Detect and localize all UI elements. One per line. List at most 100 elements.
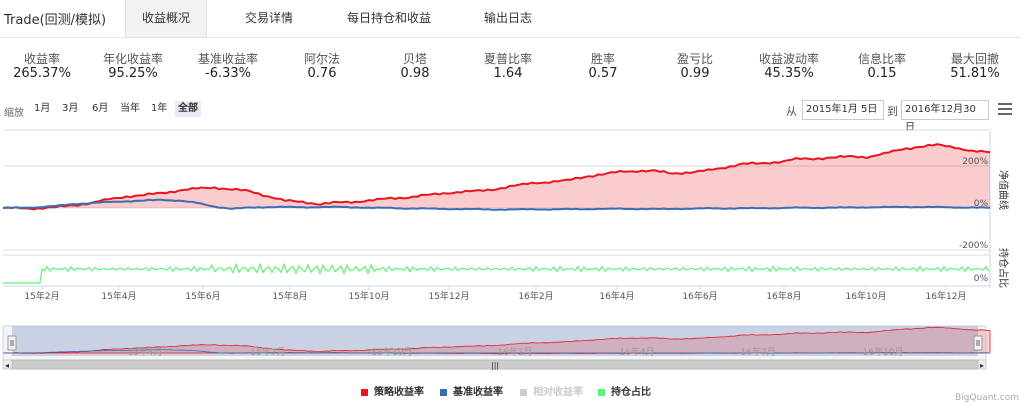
- stat-volatility: 收益波动率 45.35%: [744, 52, 834, 82]
- x-tick-label: 16年4月: [599, 290, 634, 302]
- stat-label: 年化收益率: [102, 52, 163, 66]
- y-tick-label: 200%: [962, 157, 988, 167]
- navigator-tick-label: 16年10月: [863, 346, 904, 358]
- stat-value: 0.98: [400, 66, 430, 81]
- stat-profit-loss-ratio: 盈亏比 0.99: [650, 52, 740, 82]
- navigator[interactable]: 15年4月 15年7月 15年10月 16年1月 16年4月 16年7月 16年10月 ◂ ▸ |…: [2, 325, 991, 370]
- legend-label: 相对收益率: [533, 387, 583, 398]
- legend-swatch: [440, 388, 447, 396]
- stat-value: -6.33%: [205, 66, 251, 81]
- stat-label: 收益波动率: [758, 52, 819, 66]
- navigator-tick-label: 15年7月: [250, 346, 285, 358]
- stat-benchmark-return: 基准收益率 -6.33%: [183, 52, 273, 82]
- legend-relative[interactable]: 相对收益率: [520, 383, 583, 398]
- legend-label: 策略收益率: [374, 387, 424, 398]
- stat-label: 胜率: [590, 52, 615, 66]
- scrollbar-thumb: [11, 359, 979, 370]
- x-axis-ticks: 15年2月 15年4月 15年6月 15年8月 15年10月 15年12月 16年2月 16年…: [24, 286, 966, 302]
- scroll-right-arrow-icon: ▸: [980, 361, 984, 370]
- navigator-selection: [12, 326, 978, 356]
- watermark: BigQuant.com: [955, 393, 1020, 403]
- y-axis-title: 净值曲线: [997, 170, 1010, 210]
- stat-return: 收益率 265.37%: [0, 52, 87, 82]
- position-line: [3, 262, 990, 284]
- stat-win-rate: 胜率 0.57: [558, 52, 648, 82]
- x-tick-label: 16年12月: [926, 290, 967, 302]
- y-axis-ticks: 200% 0% -200% 0%: [959, 157, 988, 284]
- x-tick-label: 15年4月: [101, 290, 136, 302]
- navigator-frame: [2, 325, 987, 361]
- stat-annual-return: 年化收益率 95.25%: [88, 52, 178, 82]
- from-date-input[interactable]: 2015年1月 5日: [802, 100, 884, 120]
- legend-swatch: [598, 388, 605, 396]
- x-tick-label: 15年6月: [185, 290, 220, 302]
- zoom-1m-button[interactable]: 1月: [34, 103, 51, 114]
- legend-label: 持仓占比: [611, 387, 651, 398]
- navigator-tick-label: 16年4月: [619, 346, 654, 358]
- strategy-area: [3, 144, 990, 210]
- stat-value: 0.57: [588, 66, 618, 81]
- navigator-tick-label: 15年10月: [372, 346, 413, 358]
- stat-alpha: 阿尔法 0.76: [277, 52, 367, 82]
- stat-label: 最大回撤: [950, 52, 999, 66]
- benchmark-line: [2, 198, 991, 211]
- tab-output-log[interactable]: 输出日志: [483, 11, 532, 25]
- x-tick-label: 16年6月: [682, 290, 717, 302]
- zoom-all-button[interactable]: 全部: [175, 101, 201, 117]
- legend-position[interactable]: 持仓占比: [598, 383, 651, 398]
- tab-return-overview[interactable]: 收益概况: [125, 0, 207, 37]
- stat-label: 基准收益率: [197, 52, 258, 66]
- stat-value: 95.25%: [108, 66, 158, 81]
- stat-value: 45.35%: [764, 66, 814, 81]
- stat-information-ratio: 信息比率 0.15: [837, 52, 927, 82]
- stat-label: 信息比率: [857, 52, 906, 66]
- scroll-left-arrow-icon: ◂: [5, 361, 9, 370]
- stat-value: 0.76: [307, 66, 337, 81]
- scrollbar-grip-icon: |||: [491, 361, 499, 370]
- returns-chart: 200% 0% -200% 0% 15年2月 15年4月 15年6月 15年8月 15年10月…: [2, 129, 1010, 370]
- x-tick-label: 16年2月: [518, 290, 553, 302]
- zoom-6m-button[interactable]: 6月: [92, 103, 109, 114]
- x-tick-label: 15年2月: [24, 290, 59, 302]
- x-tick-label: 15年8月: [272, 290, 307, 302]
- zoom-3m-button[interactable]: 3月: [62, 103, 79, 114]
- legend-label: 基准收益率: [453, 387, 503, 398]
- stat-value: 265.37%: [13, 66, 71, 81]
- zoom-1y-button[interactable]: 1年: [151, 103, 168, 114]
- stat-max-drawdown: 最大回撤 51.81%: [930, 52, 1020, 82]
- from-label: 从: [786, 105, 797, 118]
- navigator-handle: [7, 335, 17, 351]
- stat-label: 盈亏比: [676, 52, 713, 66]
- zoom-ytd-button[interactable]: 当年: [120, 103, 140, 114]
- tab-daily-positions[interactable]: 每日持仓和收益: [346, 11, 431, 25]
- app-title: Trade(回测/模拟): [4, 13, 107, 28]
- navigator-handle: [973, 335, 983, 351]
- stat-label: 夏普比率: [483, 52, 532, 66]
- x-tick-label: 16年8月: [766, 290, 801, 302]
- navigator-tick-label: 16年7月: [740, 346, 775, 358]
- top-bar: Trade(回测/模拟) 收益概况 交易详情 每日持仓和收益 输出日志: [0, 0, 1021, 38]
- strategy-line: [2, 143, 991, 211]
- stat-label: 阿尔法: [303, 52, 340, 66]
- stat-value: 51.81%: [950, 66, 1000, 81]
- navigator-strategy-line: [2, 326, 991, 354]
- navigator-tick-label: 16年1月: [497, 346, 532, 358]
- position-axis-title: 持仓占比: [997, 248, 1010, 288]
- to-date-input[interactable]: 2016年12月30日: [901, 100, 989, 133]
- stat-sharpe: 夏普比率 1.64: [463, 52, 553, 82]
- legend-swatch: [361, 388, 368, 396]
- legend-benchmark[interactable]: 基准收益率: [440, 383, 503, 398]
- stat-label: 收益率: [23, 52, 60, 66]
- stat-label: 贝塔: [402, 52, 427, 66]
- hamburger-menu-icon[interactable]: [998, 103, 1012, 118]
- stat-value: 0.15: [867, 66, 897, 81]
- position-tick-label: 0%: [974, 274, 989, 284]
- x-tick-label: 16年10月: [846, 290, 887, 302]
- stat-beta: 贝塔 0.98: [370, 52, 460, 82]
- legend-strategy[interactable]: 策略收益率: [361, 383, 424, 398]
- y-tick-label: 0%: [974, 199, 989, 209]
- y-tick-label: -200%: [959, 241, 988, 251]
- stat-value: 1.64: [493, 66, 523, 81]
- navigator-tick-label: 15年4月: [127, 346, 162, 358]
- tab-trade-details[interactable]: 交易详情: [244, 11, 293, 25]
